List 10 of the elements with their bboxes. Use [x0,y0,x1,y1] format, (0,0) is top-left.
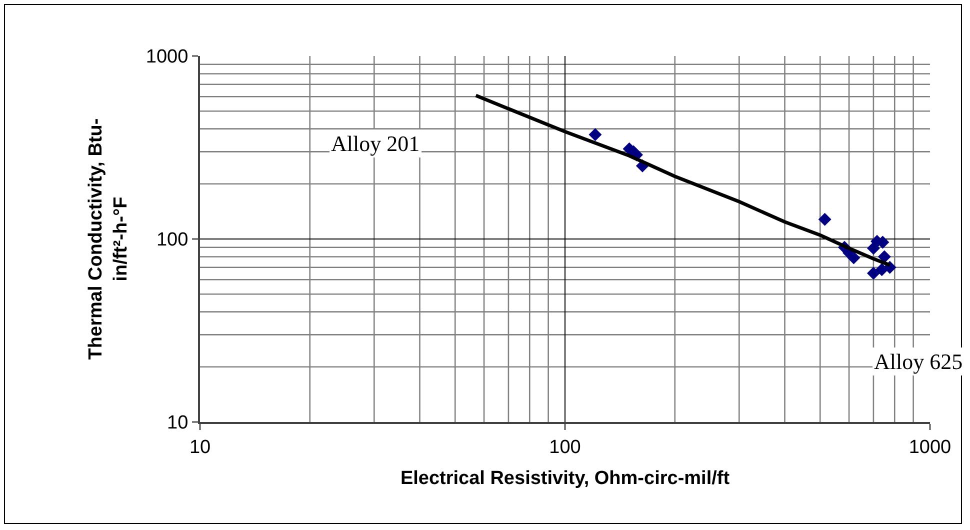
x-tick-label: 100 [549,436,581,458]
y-tick-label: 1000 [146,46,188,68]
y-tick-label: 10 [167,412,188,434]
annotation: Alloy 625 [874,349,963,374]
y-axis-title: Thermal Conductivity, Btu- in/ft²-h-°F [86,118,132,360]
annotation: Alloy 201 [331,131,420,156]
x-axis-title: Electrical Resistivity, Ohm-circ-mil/ft [400,468,730,490]
x-tick-label: 1000 [908,436,952,458]
y-tick-label: 100 [156,230,188,251]
x-tick-label: 10 [189,436,211,458]
